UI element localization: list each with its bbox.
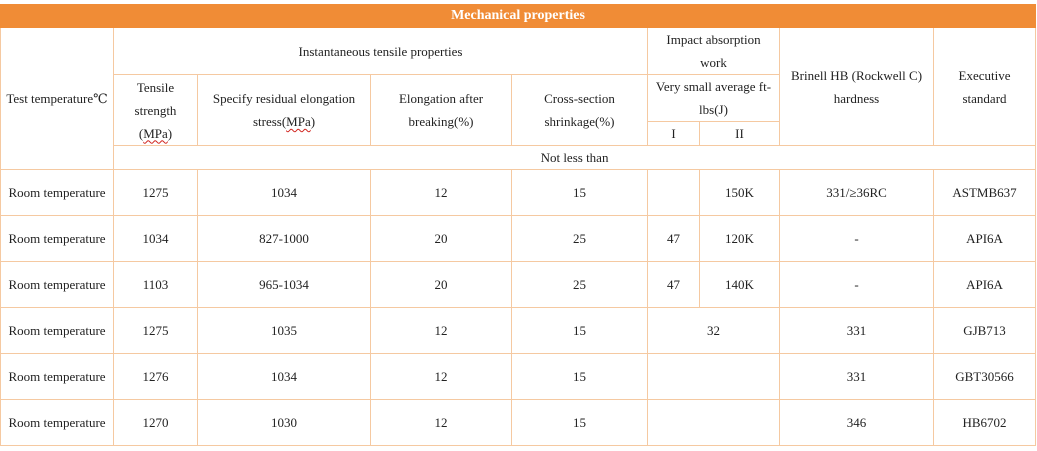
table-row: Room temperature 1103 965-1034 20 25 47 … bbox=[0, 261, 1037, 308]
header-very-small-average: Very small average ft-lbs(J) bbox=[647, 74, 780, 122]
cell-impact-merged bbox=[647, 353, 780, 400]
cell-tensile: 1103 bbox=[113, 261, 198, 308]
cell-residual: 965-1034 bbox=[197, 261, 371, 308]
cell-hardness: - bbox=[779, 215, 934, 262]
mechanical-properties-table: Mechanical properties Test temperature℃ … bbox=[0, 4, 1037, 446]
header-impact-absorption: Impact absorption work bbox=[647, 27, 780, 75]
cell-elongation: 12 bbox=[370, 399, 512, 446]
cell-hardness: - bbox=[779, 261, 934, 308]
cell-elongation: 20 bbox=[370, 261, 512, 308]
cell-tensile: 1270 bbox=[113, 399, 198, 446]
cell-impact-i: 47 bbox=[647, 261, 700, 308]
table-title: Mechanical properties bbox=[0, 4, 1037, 28]
header-impact-ii: II bbox=[699, 121, 780, 146]
cell-elongation: 12 bbox=[370, 307, 512, 354]
cell-impact-i: 47 bbox=[647, 215, 700, 262]
cell-elongation: 12 bbox=[370, 353, 512, 400]
header-residual-elongation-close: ) bbox=[310, 114, 316, 129]
cell-tensile: 1275 bbox=[113, 169, 198, 216]
cell-hardness: 331/≥36RC bbox=[779, 169, 934, 216]
cell-shrinkage: 15 bbox=[511, 399, 648, 446]
header-instantaneous-tensile: Instantaneous tensile properties bbox=[113, 27, 648, 75]
header-tensile-strength: Tensile strength (MPa) bbox=[113, 74, 198, 146]
cell-shrinkage: 15 bbox=[511, 353, 648, 400]
header-tensile-strength-unit: MPa bbox=[143, 125, 168, 141]
header-tensile-strength-close: ) bbox=[167, 125, 173, 141]
cell-temperature: Room temperature bbox=[0, 399, 114, 446]
cell-residual: 827-1000 bbox=[197, 215, 371, 262]
cell-impact-ii: 140K bbox=[699, 261, 780, 308]
cell-standard: GJB713 bbox=[932, 307, 1037, 354]
header-brinell-hardness: Brinell HB (Rockwell C) hardness bbox=[779, 27, 934, 146]
header-impact-i: I bbox=[647, 121, 700, 146]
header-residual-elongation: Specify residual elongation stress(MPa) bbox=[197, 74, 371, 146]
header-executive-standard: Executive standard bbox=[932, 27, 1037, 146]
cell-tensile: 1275 bbox=[113, 307, 198, 354]
cell-standard: HB6702 bbox=[932, 399, 1037, 446]
cell-elongation: 12 bbox=[370, 169, 512, 216]
header-elongation: Elongation after breaking(%) bbox=[370, 74, 512, 146]
header-tensile-strength-text: Tensile strength ( bbox=[134, 79, 177, 141]
cell-standard: ASTMB637 bbox=[932, 169, 1037, 216]
cell-tensile: 1276 bbox=[113, 353, 198, 400]
cell-standard: GBT30566 bbox=[932, 353, 1037, 400]
cell-shrinkage: 15 bbox=[511, 307, 648, 354]
cell-residual: 1034 bbox=[197, 353, 371, 400]
cell-shrinkage: 25 bbox=[511, 261, 648, 308]
cell-temperature: Room temperature bbox=[0, 307, 114, 354]
header-test-temperature: Test temperature℃ bbox=[0, 27, 114, 170]
cell-elongation: 20 bbox=[370, 215, 512, 262]
cell-impact-ii: 120K bbox=[699, 215, 780, 262]
header-residual-elongation-text: Specify residual elongation stress( bbox=[212, 91, 356, 129]
cell-shrinkage: 25 bbox=[511, 215, 648, 262]
cell-impact-i bbox=[647, 169, 700, 216]
header-shrinkage: Cross-section shrinkage(%) bbox=[511, 74, 648, 146]
cell-temperature: Room temperature bbox=[0, 215, 114, 262]
cell-impact-merged bbox=[647, 399, 780, 446]
cell-impact-ii: 150K bbox=[699, 169, 780, 216]
table-row: Room temperature 1276 1034 12 15 331 GBT… bbox=[0, 353, 1037, 400]
cell-temperature: Room temperature bbox=[0, 261, 114, 308]
cell-shrinkage: 15 bbox=[511, 169, 648, 216]
table-row: Room temperature 1270 1030 12 15 346 HB6… bbox=[0, 399, 1037, 446]
table-row: Room temperature 1034 827-1000 20 25 47 … bbox=[0, 215, 1037, 262]
cell-residual: 1034 bbox=[197, 169, 371, 216]
cell-tensile: 1034 bbox=[113, 215, 198, 262]
cell-hardness: 331 bbox=[779, 307, 934, 354]
cell-impact-merged: 32 bbox=[647, 307, 780, 354]
cell-standard: API6A bbox=[932, 261, 1037, 308]
header-residual-elongation-unit: MPa bbox=[286, 114, 311, 129]
cell-residual: 1030 bbox=[197, 399, 371, 446]
cell-hardness: 346 bbox=[779, 399, 934, 446]
table-row: Room temperature 1275 1035 12 15 32 331 … bbox=[0, 307, 1037, 354]
cell-hardness: 331 bbox=[779, 353, 934, 400]
cell-temperature: Room temperature bbox=[0, 169, 114, 216]
header-not-less-than: Not less than bbox=[112, 145, 1037, 170]
table-row: Room temperature 1275 1034 12 15 150K 33… bbox=[0, 169, 1037, 216]
cell-temperature: Room temperature bbox=[0, 353, 114, 400]
cell-residual: 1035 bbox=[197, 307, 371, 354]
cell-standard: API6A bbox=[932, 215, 1037, 262]
